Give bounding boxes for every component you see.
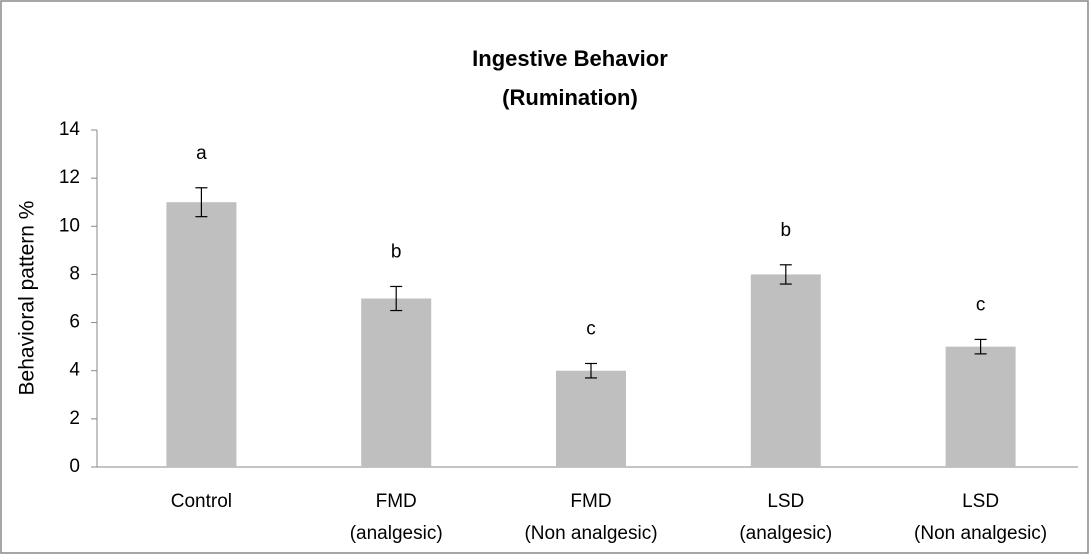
chart-title: (Rumination) bbox=[502, 85, 638, 110]
bar bbox=[361, 298, 432, 467]
x-tick-label: LSD bbox=[767, 491, 804, 512]
x-tick-label: LSD bbox=[962, 491, 999, 512]
y-tick-label: 14 bbox=[59, 119, 81, 140]
x-tick-label: (analgesic) bbox=[739, 523, 832, 544]
annotation: b bbox=[391, 241, 402, 262]
x-tick-label: (Non analgesic) bbox=[914, 523, 1047, 544]
annotation: a bbox=[196, 143, 207, 164]
y-tick-label: 4 bbox=[69, 360, 80, 381]
x-tick-label: Control bbox=[171, 491, 232, 512]
x-tick-label: (analgesic) bbox=[350, 523, 443, 544]
y-tick-label: 12 bbox=[59, 167, 80, 188]
y-axis-label: Behavioral pattern % bbox=[16, 201, 39, 396]
bar bbox=[945, 346, 1016, 467]
bar bbox=[166, 202, 237, 467]
chart-title: Ingestive Behavior bbox=[472, 46, 668, 71]
annotation: c bbox=[976, 294, 986, 315]
bar bbox=[750, 274, 821, 467]
y-tick-label: 10 bbox=[59, 215, 80, 236]
annotation: c bbox=[586, 319, 596, 340]
bar bbox=[556, 370, 626, 467]
x-tick-label: FMD bbox=[570, 491, 611, 512]
x-tick-label: (Non analgesic) bbox=[524, 523, 657, 544]
y-tick-label: 0 bbox=[69, 456, 80, 477]
x-tick-label: FMD bbox=[376, 491, 417, 512]
y-tick-label: 6 bbox=[69, 312, 80, 333]
y-tick-label: 8 bbox=[69, 263, 80, 284]
annotation: b bbox=[781, 220, 792, 241]
y-tick-label: 2 bbox=[69, 408, 80, 429]
